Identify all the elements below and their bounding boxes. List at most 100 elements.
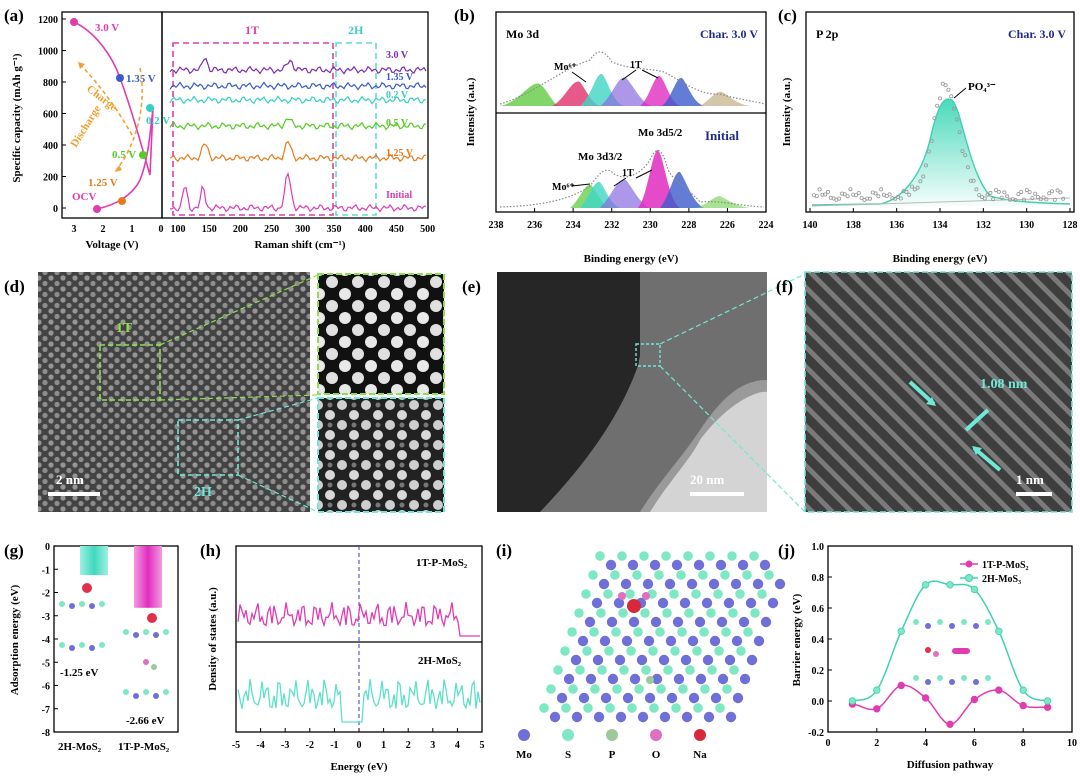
j-ytick-label: 0.8	[812, 573, 825, 584]
c-data-point	[907, 192, 912, 197]
panel-g-label: (g)	[4, 541, 24, 560]
e-dark-region	[497, 272, 644, 512]
i-mo-atom	[627, 559, 639, 571]
b-xtick-label: 238	[489, 220, 504, 231]
i-mo-atom	[644, 692, 656, 704]
a-left-xtick-label: 3	[72, 224, 77, 235]
h-xtick-label: 3	[430, 740, 435, 751]
panel-b-title: Mo 3d	[506, 27, 539, 41]
i-s-atom	[560, 646, 570, 656]
a-raman-trace	[169, 140, 427, 163]
i-mo-atom	[643, 635, 655, 647]
panel-a-right-frame	[161, 11, 429, 219]
i-s-atom	[618, 608, 628, 618]
c-data-point	[1016, 192, 1021, 197]
c-data-point	[1055, 188, 1060, 193]
i-s-atom	[648, 646, 658, 656]
i-legend-label: S	[565, 749, 571, 761]
c-xtick-label: 128	[1063, 220, 1078, 231]
j-ytick-label: 0.0	[812, 697, 825, 708]
i-s-atom	[743, 627, 753, 637]
a-trace-label: 1.35 V	[386, 72, 414, 83]
i-s-atom	[583, 703, 593, 713]
i-mo-atom	[687, 635, 699, 647]
i-o-atom	[642, 592, 650, 600]
panel-b-label: (b)	[454, 6, 475, 25]
i-s-atom	[721, 627, 731, 637]
a-ytick-label: 0	[53, 204, 58, 215]
c-data-point	[879, 187, 884, 192]
panel-h-label: (h)	[200, 541, 221, 560]
a-raman-trace	[169, 118, 427, 131]
i-lattice	[539, 551, 786, 723]
j-point-1t	[995, 686, 1003, 694]
j-ytick-label: 0.6	[812, 604, 825, 615]
i-s-atom	[750, 608, 760, 618]
c-data-point	[988, 190, 993, 195]
a-point-label: 0.2 V	[146, 115, 170, 127]
i-mo-atom	[731, 635, 743, 647]
b-bot-data	[499, 150, 765, 208]
i-mo-atom	[591, 597, 603, 609]
i-mo-atom	[732, 692, 744, 704]
i-mo-atom	[715, 559, 727, 571]
c-data-point	[915, 185, 920, 190]
a-trace-label: 0.2 V	[386, 90, 409, 101]
panel-h-ylabel: Density of states (a.u.)	[207, 587, 219, 691]
g-structure-1t	[123, 613, 169, 699]
a-point-label: OCV	[72, 191, 97, 203]
i-s-atom	[605, 703, 615, 713]
i-mo-atom	[703, 711, 715, 723]
i-mo-atom	[570, 654, 582, 666]
panel-b: (b) Mo 3d Char. 3.0 V Intensity (a.u.) 2…	[454, 6, 774, 265]
i-mo-atom	[681, 711, 693, 723]
panel-a-label: (a)	[4, 6, 24, 25]
i-mo-atom	[730, 578, 742, 590]
j-xtick-label: 8	[1021, 738, 1026, 749]
i-s-atom	[632, 570, 642, 580]
c-data-point	[1013, 197, 1018, 202]
c-data-point	[985, 192, 990, 197]
i-s-atom	[735, 589, 745, 599]
a-point	[93, 205, 101, 213]
i-s-atom	[610, 570, 620, 580]
c-data-point	[924, 163, 929, 168]
i-s-atom	[546, 684, 556, 694]
i-mo-atom	[642, 578, 654, 590]
i-legend-label: P	[609, 749, 616, 761]
a-point	[146, 104, 154, 112]
i-s-atom	[705, 551, 715, 561]
panel-i-label: (i)	[496, 541, 512, 560]
i-mo-atom	[738, 616, 750, 628]
i-mo-atom	[679, 597, 691, 609]
i-s-atom	[698, 570, 708, 580]
i-mo-atom	[659, 711, 671, 723]
c-data-point	[938, 96, 943, 101]
g-ytick-label: -8	[42, 728, 50, 739]
panel-j-ylabel: Barrier energy (eV)	[791, 593, 803, 686]
a-right-xtick-label: 500	[420, 224, 435, 235]
g-ytick-label: -2	[42, 589, 50, 600]
i-s-atom	[568, 684, 578, 694]
j-point-2h	[1043, 697, 1052, 705]
a-right-xtick-label: 200	[233, 224, 248, 235]
h-xtick-label: -5	[232, 740, 240, 751]
c-data-point	[1030, 196, 1035, 201]
i-s-atom	[729, 665, 739, 675]
i-mo-atom	[665, 635, 677, 647]
i-s-atom	[742, 570, 752, 580]
panel-c-condition: Char. 3.0 V	[1008, 27, 1066, 41]
i-mo-atom	[578, 692, 590, 704]
b-xtick-label: 228	[681, 220, 696, 231]
i-mo-atom	[672, 616, 684, 628]
a-point	[118, 197, 126, 205]
j-xtick-label: 0	[826, 738, 831, 749]
c-data-point	[1038, 197, 1043, 202]
b-top-peak-violet	[600, 77, 652, 106]
h-xtick-label: -4	[256, 740, 264, 751]
h-series-bottom: 2H-MoS₂	[418, 655, 462, 667]
i-mo-atom	[584, 616, 596, 628]
c-data-point	[1044, 197, 1049, 202]
i-s-atom	[589, 627, 599, 637]
panel-a-trace-labels: 3.0 V 1.35 V 0.2 V 0.5 V 1.25 V Initial	[386, 50, 414, 201]
